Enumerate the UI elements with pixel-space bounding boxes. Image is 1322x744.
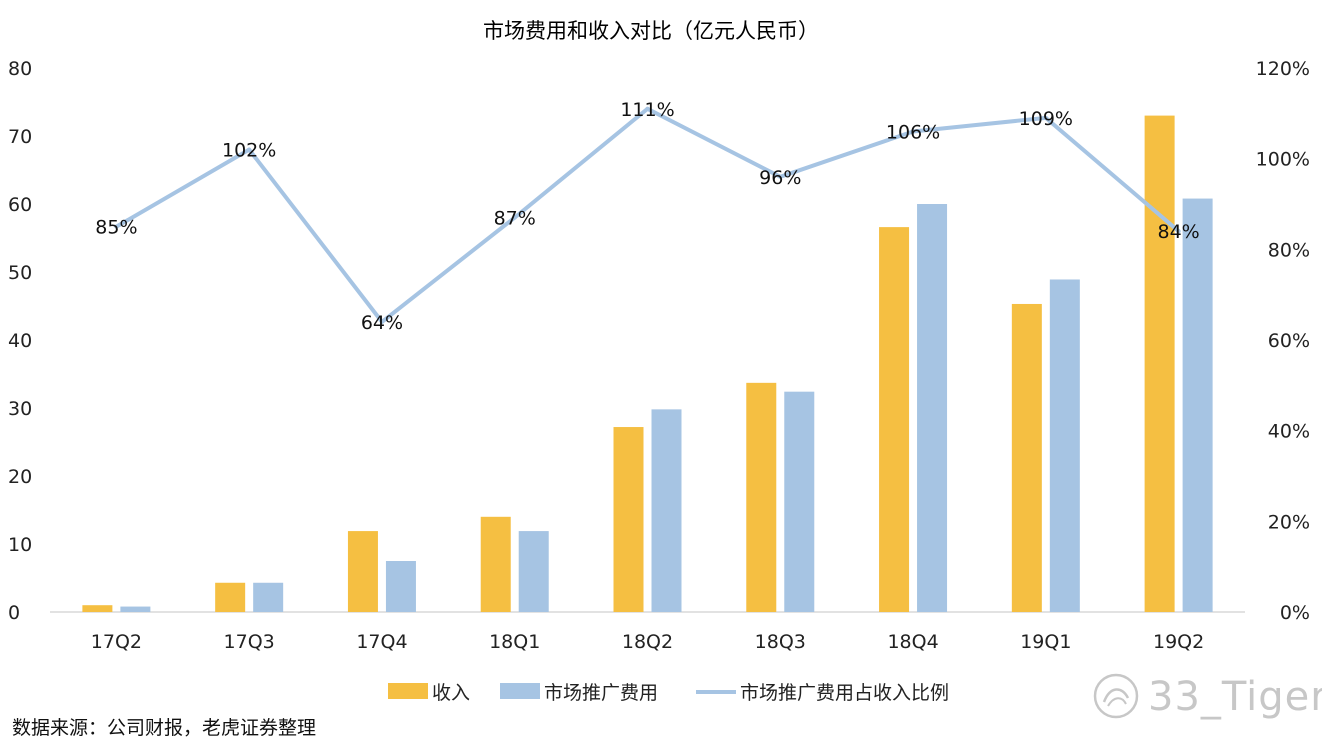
ratio-point bbox=[778, 174, 783, 179]
ratio-data-label: 64% bbox=[361, 312, 403, 334]
left-tick-label: 50 bbox=[8, 262, 32, 284]
marketing-expense-bar bbox=[518, 531, 549, 612]
right-tick-label: 80% bbox=[1268, 239, 1310, 261]
x-tick-label: 18Q3 bbox=[755, 631, 806, 653]
ratio-point bbox=[1043, 115, 1048, 120]
data-labels: 85% 102% 64% 87% 111% 96% 106% 109% 84% bbox=[95, 99, 1199, 334]
legend-swatch-marketing bbox=[500, 683, 540, 699]
left-tick-label: 0 bbox=[8, 602, 20, 624]
ratio-point bbox=[911, 129, 916, 134]
x-tick-label: 18Q1 bbox=[489, 631, 540, 653]
right-axis: 0% 20% 40% 60% 80% 100% 120% bbox=[1256, 58, 1310, 624]
ratio-point bbox=[114, 224, 119, 229]
revenue-bar bbox=[746, 382, 777, 612]
ratio-point bbox=[512, 215, 517, 220]
revenue-bar bbox=[347, 531, 378, 612]
ratio-data-label: 96% bbox=[759, 167, 801, 189]
legend-label-marketing: 市场推广费用 bbox=[544, 682, 658, 704]
x-tick-label: 18Q4 bbox=[887, 631, 938, 653]
left-tick-label: 10 bbox=[8, 534, 32, 556]
chart-title: 市场费用和收入对比（亿元人民币） bbox=[483, 19, 819, 43]
left-tick-label: 80 bbox=[8, 58, 32, 80]
revenue-bar bbox=[1144, 115, 1175, 612]
x-tick-label: 17Q3 bbox=[224, 631, 275, 653]
left-tick-label: 30 bbox=[8, 398, 32, 420]
source-note: 数据来源：公司财报，老虎证券整理 bbox=[12, 717, 317, 739]
left-tick-label: 60 bbox=[8, 194, 32, 216]
right-tick-label: 100% bbox=[1256, 149, 1310, 171]
x-tick-label: 17Q4 bbox=[356, 631, 407, 653]
ratio-point bbox=[1176, 229, 1181, 234]
ratio-data-label: 111% bbox=[620, 99, 674, 121]
watermark-text: 33_Tiger bbox=[1148, 674, 1322, 720]
legend-label-revenue: 收入 bbox=[432, 682, 470, 704]
x-tick-label: 17Q2 bbox=[91, 631, 142, 653]
legend-swatch-revenue bbox=[388, 683, 428, 699]
ratio-data-label: 84% bbox=[1157, 221, 1199, 243]
marketing-expense-bar bbox=[1182, 198, 1213, 612]
revenue-bar bbox=[1011, 303, 1042, 612]
marketing-expense-bar bbox=[784, 391, 815, 612]
x-tick-label: 19Q1 bbox=[1020, 631, 1071, 653]
ratio-data-label: 106% bbox=[886, 121, 940, 143]
left-axis: 0 10 20 30 40 50 60 70 80 bbox=[8, 58, 32, 624]
ratio-data-label: 109% bbox=[1019, 108, 1073, 130]
legend-label-ratio: 市场推广费用占收入比例 bbox=[740, 682, 949, 704]
ratio-point bbox=[247, 147, 252, 152]
left-tick-label: 70 bbox=[8, 126, 32, 148]
ratio-data-label: 87% bbox=[494, 208, 536, 230]
ratio-point bbox=[379, 319, 384, 324]
marketing-expense-bar bbox=[385, 561, 416, 612]
ratio-point bbox=[645, 106, 650, 111]
bar-series bbox=[82, 115, 1213, 612]
revenue-bar bbox=[215, 582, 246, 612]
revenue-bar bbox=[82, 605, 113, 612]
marketing-expense-bar bbox=[917, 204, 948, 612]
x-tick-label: 19Q2 bbox=[1153, 631, 1204, 653]
right-tick-label: 20% bbox=[1268, 511, 1310, 533]
x-axis-ticks: 17Q2 17Q3 17Q4 18Q1 18Q2 18Q3 18Q4 19Q1 19Q2 bbox=[91, 631, 1204, 653]
tiger-logo-icon bbox=[1093, 673, 1139, 719]
x-tick-label: 18Q2 bbox=[622, 631, 673, 653]
marketing-expense-bar bbox=[253, 582, 284, 612]
left-tick-label: 20 bbox=[8, 466, 32, 488]
right-tick-label: 40% bbox=[1268, 421, 1310, 443]
watermark: 33_Tiger bbox=[1090, 668, 1322, 728]
legend: 收入 市场推广费用 市场推广费用占收入比例 bbox=[388, 682, 949, 704]
ratio-data-label: 85% bbox=[95, 217, 137, 239]
ratio-line-series bbox=[114, 106, 1181, 324]
left-tick-label: 40 bbox=[8, 330, 32, 352]
marketing-expense-bar bbox=[1049, 279, 1080, 612]
revenue-bar bbox=[480, 516, 511, 612]
right-tick-label: 60% bbox=[1268, 330, 1310, 352]
right-tick-label: 120% bbox=[1256, 58, 1310, 80]
revenue-bar bbox=[613, 427, 644, 612]
marketing-expense-bar bbox=[120, 606, 151, 612]
right-tick-label: 0% bbox=[1280, 602, 1310, 624]
revenue-bar bbox=[879, 227, 910, 612]
ratio-data-label: 102% bbox=[222, 140, 276, 162]
marketing-expense-bar bbox=[651, 409, 682, 612]
